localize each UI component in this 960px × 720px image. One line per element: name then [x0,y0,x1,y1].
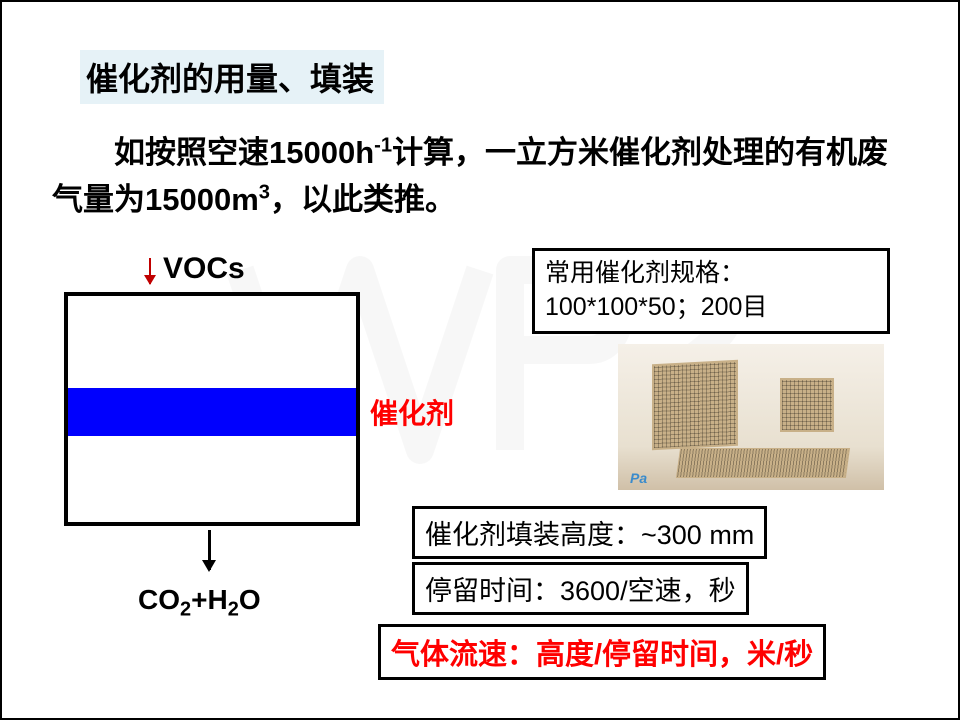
info-velocity: 气体流速：高度/停留时间，米/秒 [378,624,826,680]
info-height: 催化剂填装高度：~300 mm [412,506,767,559]
catalyst-label: 催化剂 [370,392,454,432]
arrow-in-icon [149,258,151,284]
catalyst-cube [780,378,834,432]
intro-text: 如按照空速15000h-1计算，一立方米催化剂处理的有机废气量为15000m3，… [52,130,908,223]
spec-box: 常用催化剂规格： 100*100*50；200目 [532,248,890,334]
info-residence: 停留时间：3600/空速，秒 [412,562,749,615]
input-label: VOCs [163,252,245,286]
spec-line2: 100*100*50；200目 [545,291,877,325]
catalyst-photo: Pa [618,344,884,490]
catalyst-cube [652,360,738,451]
reactor-diagram: VOCs 催化剂 CO2+H2O [58,252,378,632]
arrow-out-icon [208,530,211,570]
reactor-box [64,292,360,526]
slide-title: 催化剂的用量、填装 [80,50,384,104]
output-label: CO2+H2O [138,584,261,622]
catalyst-band [68,388,356,436]
catalyst-slab [676,448,850,478]
photo-watermark: Pa [630,470,647,486]
spec-line1: 常用催化剂规格： [545,257,877,291]
